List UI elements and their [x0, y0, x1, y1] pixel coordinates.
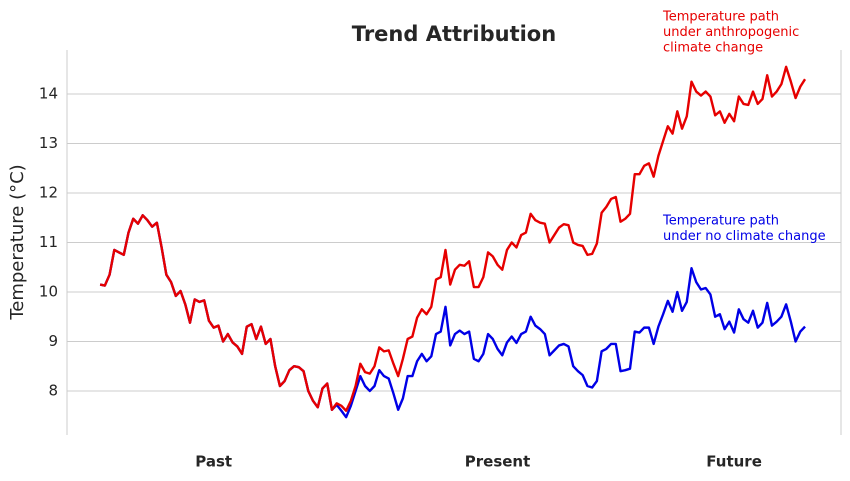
x-tick-label: Present	[465, 453, 531, 471]
x-tick-label: Future	[706, 453, 762, 471]
annotation-text: Temperature path	[662, 10, 779, 25]
annotation-text: under no climate change	[663, 229, 826, 244]
y-tick-label: 9	[48, 332, 58, 350]
annotation-text: Temperature path	[662, 214, 779, 229]
y-tick-label: 11	[39, 233, 58, 251]
y-tick-label: 8	[48, 381, 58, 399]
y-tick-label: 14	[39, 85, 58, 103]
chart-title: Trend Attribution	[352, 22, 556, 46]
y-tick-label: 10	[39, 282, 58, 300]
annotation-text: under anthropogenic	[663, 25, 799, 40]
series-line	[99, 65, 807, 412]
x-tick-label: Past	[195, 453, 232, 471]
y-tick-label: 13	[39, 134, 58, 152]
y-tick-label: 12	[39, 184, 58, 202]
y-axis-label: Temperature (°C)	[7, 164, 28, 320]
series-line	[99, 214, 806, 419]
annotation-text: climate change	[663, 41, 763, 56]
